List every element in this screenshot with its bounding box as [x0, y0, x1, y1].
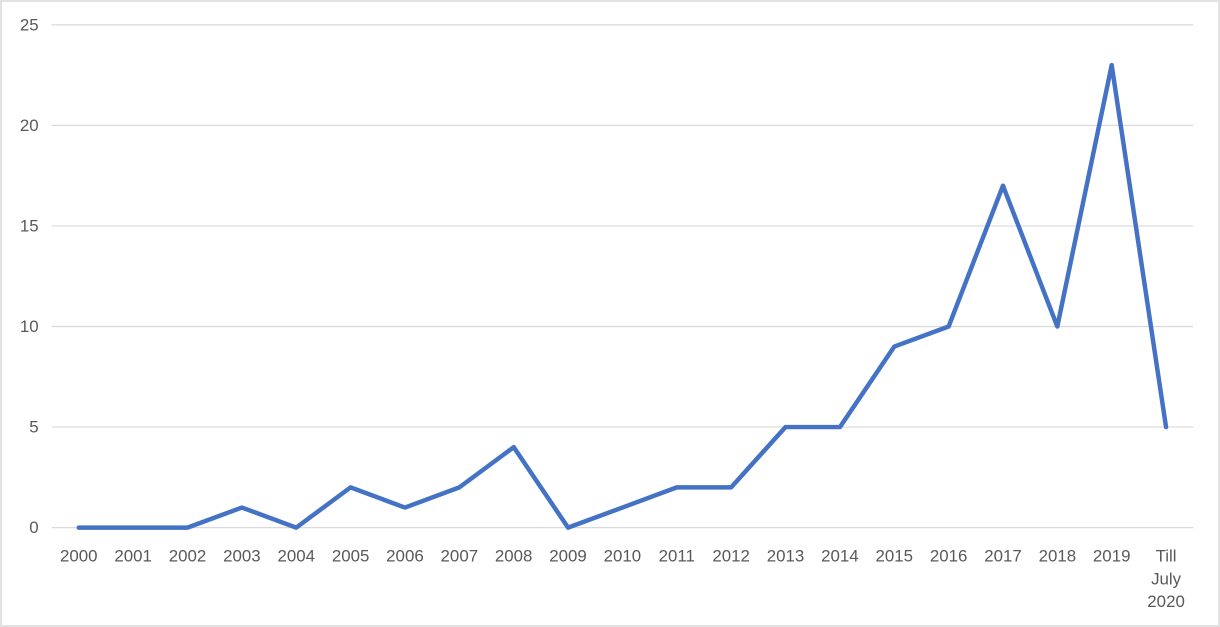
x-axis-tick-label: 2015 [875, 546, 913, 565]
x-axis-tick-label: 2011 [659, 546, 695, 565]
x-axis-tick-label: 2000 [60, 546, 98, 565]
y-axis-tick-label: 0 [29, 518, 38, 537]
y-axis-tick-label: 20 [20, 116, 39, 135]
x-axis-tick-label: 2013 [767, 546, 805, 565]
x-axis-tick-label: 2017 [984, 546, 1022, 565]
y-axis-tick-label: 15 [20, 217, 39, 236]
x-axis-tick-label: 2002 [169, 546, 207, 565]
x-axis-tick-label: 2005 [332, 546, 370, 565]
x-axis-tick-label: 2006 [386, 546, 424, 565]
x-axis-tick-label: 2019 [1093, 546, 1131, 565]
x-axis-tick-label: 2016 [930, 546, 968, 565]
x-axis-tick-label: 2001 [114, 546, 152, 565]
y-axis-tick-label: 10 [20, 317, 39, 336]
x-axis-tick-label: 2009 [549, 546, 587, 565]
x-axis-tick-label: 2018 [1039, 546, 1077, 565]
x-axis-tick-label: 2012 [712, 546, 750, 565]
x-axis-tick-label: 2010 [604, 546, 642, 565]
y-axis-tick-label: 25 [20, 15, 39, 34]
x-axis-tick-label: 2014 [821, 546, 859, 565]
x-axis-tick-label: 2003 [223, 546, 261, 565]
data-series-line [76, 62, 1169, 530]
x-axis-tick-label: Till July 2020 [1147, 546, 1185, 611]
x-axis-tick-label: 2008 [495, 546, 533, 565]
x-axis-tick-label: 2004 [277, 546, 315, 565]
x-axis-tick-label: 2007 [441, 546, 479, 565]
y-axis-tick-label: 5 [29, 418, 38, 437]
